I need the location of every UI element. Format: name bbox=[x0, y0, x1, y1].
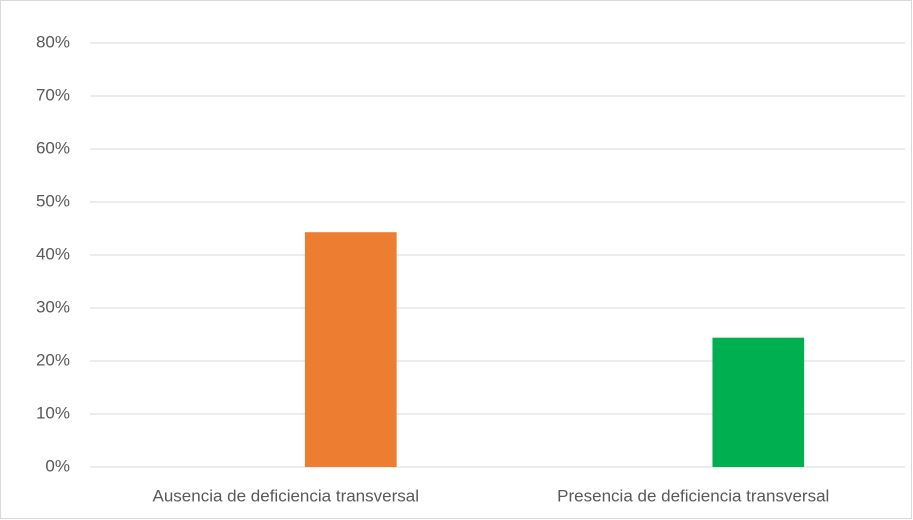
y-tick-label: 80% bbox=[36, 32, 70, 51]
y-tick-label: 20% bbox=[36, 350, 70, 369]
y-tick-label: 40% bbox=[36, 244, 70, 263]
x-tick-label: Presencia de deficiencia transversal bbox=[557, 486, 829, 505]
y-tick-label: 30% bbox=[36, 297, 70, 316]
y-tick-label: 10% bbox=[36, 403, 70, 422]
y-tick-label: 50% bbox=[36, 191, 70, 210]
y-tick-label: 60% bbox=[36, 138, 70, 157]
bar bbox=[712, 337, 805, 467]
bar bbox=[304, 232, 397, 467]
y-tick-label: 70% bbox=[36, 85, 70, 104]
y-tick-label: 0% bbox=[45, 456, 70, 475]
x-tick-label: Ausencia de deficiencia transversal bbox=[153, 486, 419, 505]
